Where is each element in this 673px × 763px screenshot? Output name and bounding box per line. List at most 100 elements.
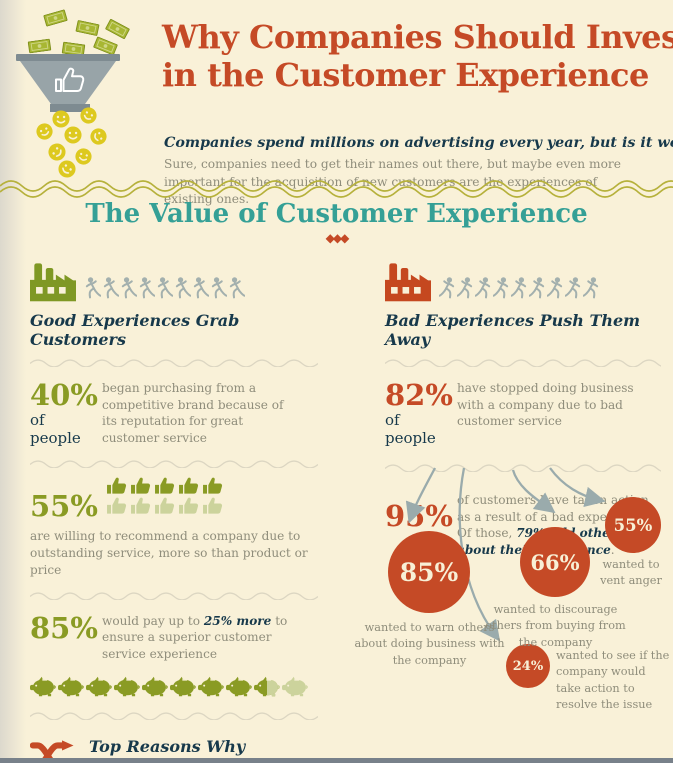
runner-icon (174, 274, 191, 302)
stat-85: 85% would pay up to 25% more to ensure a… (30, 613, 322, 663)
runner-icon (120, 274, 137, 302)
switch-title-line1: Top Reasons Why (89, 736, 246, 756)
runner-icon (228, 274, 245, 302)
thumbs-up-icon (130, 477, 151, 495)
wavy-divider (385, 359, 661, 367)
bubble-85: 85% (388, 531, 470, 613)
stat-40: 40% of people began purchasing from a co… (30, 380, 322, 447)
thumbs-up-icon (178, 477, 199, 495)
runner-icon (493, 274, 510, 302)
bubble-85-caption: wanted to warn others about doing busine… (354, 621, 505, 667)
header-subtitle: Companies spend millions on advertising … (164, 135, 673, 151)
money-bill-icon (27, 38, 51, 53)
page-title: Why Companies Should Invest in the Custo… (162, 18, 673, 94)
stat-40-text: began purchasing from a competitive bran… (102, 381, 284, 446)
stat-85-text-after: to ensure a superior customer service ex… (102, 613, 288, 662)
footer-strip (0, 758, 673, 763)
piggy-bank-icon (170, 676, 196, 697)
stat-82-label: of people (385, 411, 436, 447)
thumbs-row-light (106, 497, 223, 515)
stat-55-value: 55% (30, 489, 98, 523)
money-bill-icon (93, 36, 119, 56)
money-bill-icon (75, 20, 100, 37)
good-experiences-column: Good Experiences Grab Customers 40% of p… (30, 258, 322, 763)
piggy-bank-half-icon (254, 676, 280, 697)
runner-icon (511, 274, 528, 302)
page-title-line1: Why Companies Should Invest (162, 18, 673, 56)
thumbs-up-icon (178, 497, 199, 515)
arrow-to-55 (549, 467, 606, 508)
runner-icon (102, 274, 119, 302)
wavy-divider (30, 359, 318, 367)
wavy-divider (30, 460, 318, 468)
runner-icon (210, 274, 227, 302)
thumbs-up-icon (154, 477, 175, 495)
piggy-bank-icon (282, 676, 308, 697)
wavy-divider (30, 592, 318, 600)
piggy-bank-icon (226, 676, 252, 697)
smiley-icon (73, 146, 94, 167)
piggy-bank-icon (58, 676, 84, 697)
piggy-bank-pictogram (30, 676, 322, 697)
runner-icon (192, 274, 209, 302)
stat-85-text: would pay up to 25% more to ensure a sup… (102, 613, 302, 663)
arrow-to-66 (511, 469, 556, 514)
runner-icon (475, 274, 492, 302)
thumbs-up-icon (202, 497, 223, 515)
thumbs-up-icon (154, 497, 175, 515)
bubble-24: 24% (506, 644, 550, 688)
good-icon-row (30, 258, 322, 302)
thumbs-up-icon (52, 64, 86, 96)
stat-40-number-block: 40% of people (30, 378, 98, 447)
diamond-ornament: ◆◆◆ (325, 231, 350, 245)
stat-85-value: 85% (30, 610, 98, 645)
good-heading: Good Experiences Grab Customers (30, 311, 240, 349)
piggy-bank-icon (86, 676, 112, 697)
stat-82-value: 82% (385, 378, 453, 412)
funnel-spout (50, 104, 90, 112)
stat-55-number-block: 55% (30, 481, 98, 523)
piggy-bank-icon (30, 676, 56, 697)
bad-heading: Bad Experiences Push Them Away (385, 311, 641, 349)
stat-85-text-bold: 25% more (203, 613, 272, 628)
piggy-bank-icon (198, 676, 224, 697)
bubble-55: 55% (605, 497, 661, 553)
wavy-divider (0, 180, 673, 198)
stat-40-label: of people (30, 411, 81, 447)
wavy-divider (30, 712, 318, 720)
stat-82-number-block: 82% of people (385, 378, 453, 447)
stat-82: 82% of people have stopped doing busines… (385, 380, 663, 447)
header-body-text: Sure, companies need to get their names … (164, 157, 621, 207)
page-title-line2: in the Customer Experience (162, 56, 649, 94)
runner-icon (583, 274, 600, 302)
thumbs-pictogram (106, 477, 223, 521)
stat-85-number-block: 85% (30, 610, 98, 663)
money-bill-icon (43, 9, 68, 27)
runner-icon (156, 274, 173, 302)
money-bill-icon (105, 18, 131, 39)
running-people-icons (84, 274, 245, 302)
factory-icon (385, 262, 431, 302)
bubble-55-caption: wanted to vent anger (600, 558, 662, 588)
runner-icon (547, 274, 564, 302)
funnel-rim (16, 54, 120, 61)
arrow-to-85 (405, 467, 437, 524)
thumbs-up-icon (106, 477, 127, 495)
funnel-illustration (0, 0, 165, 185)
runner-icon (439, 274, 456, 302)
smiley-icon (88, 126, 110, 148)
factory-icon (30, 262, 76, 302)
stat-40-value: 40% (30, 378, 98, 412)
runner-icon (84, 274, 101, 302)
bubble-66-caption: wanted to discourage others from buying … (485, 603, 626, 649)
stat-55-text: are willing to recommend a company due t… (30, 529, 308, 577)
thumbs-up-icon (130, 497, 151, 515)
thumbs-up-icon (106, 497, 127, 515)
bad-icon-row (385, 258, 663, 302)
runner-icon (565, 274, 582, 302)
smiley-icon (64, 126, 82, 144)
thumbs-up-icon (202, 477, 223, 495)
wavy-divider (385, 464, 661, 472)
piggy-bank-icon (114, 676, 140, 697)
